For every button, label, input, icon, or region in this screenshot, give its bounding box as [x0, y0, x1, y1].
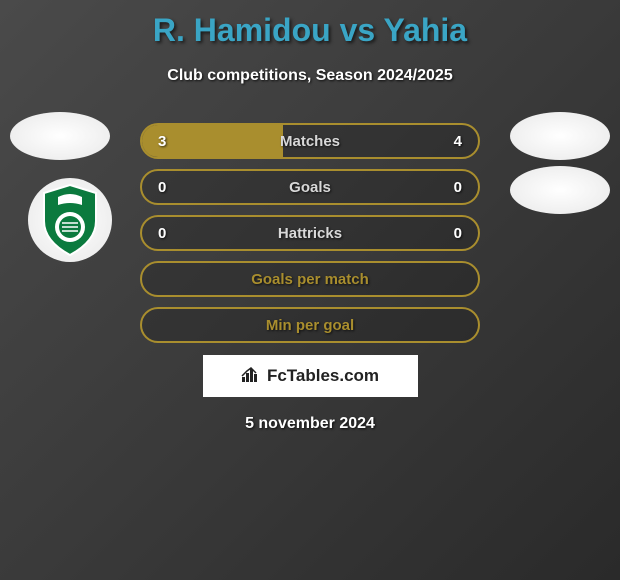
chart-icon: [241, 365, 261, 388]
stat-label: Goals per match: [142, 271, 478, 288]
stat-row: 34Matches: [140, 123, 480, 159]
branding-box: FcTables.com: [203, 355, 418, 397]
stat-row: 00Hattricks: [140, 215, 480, 251]
page-title: R. Hamidou vs Yahia: [0, 0, 620, 49]
stat-row: Min per goal: [140, 307, 480, 343]
stat-label: Hattricks: [142, 225, 478, 242]
stat-label: Matches: [142, 133, 478, 150]
stat-label: Min per goal: [142, 317, 478, 334]
stat-row: 00Goals: [140, 169, 480, 205]
subtitle: Club competitions, Season 2024/2025: [0, 67, 620, 85]
stat-row: Goals per match: [140, 261, 480, 297]
stat-label: Goals: [142, 179, 478, 196]
stats-container: 34Matches 00Goals 00Hattricks Goals per mat…: [0, 123, 620, 343]
branding-text: FcTables.com: [267, 366, 379, 386]
date-text: 5 november 2024: [0, 415, 620, 433]
